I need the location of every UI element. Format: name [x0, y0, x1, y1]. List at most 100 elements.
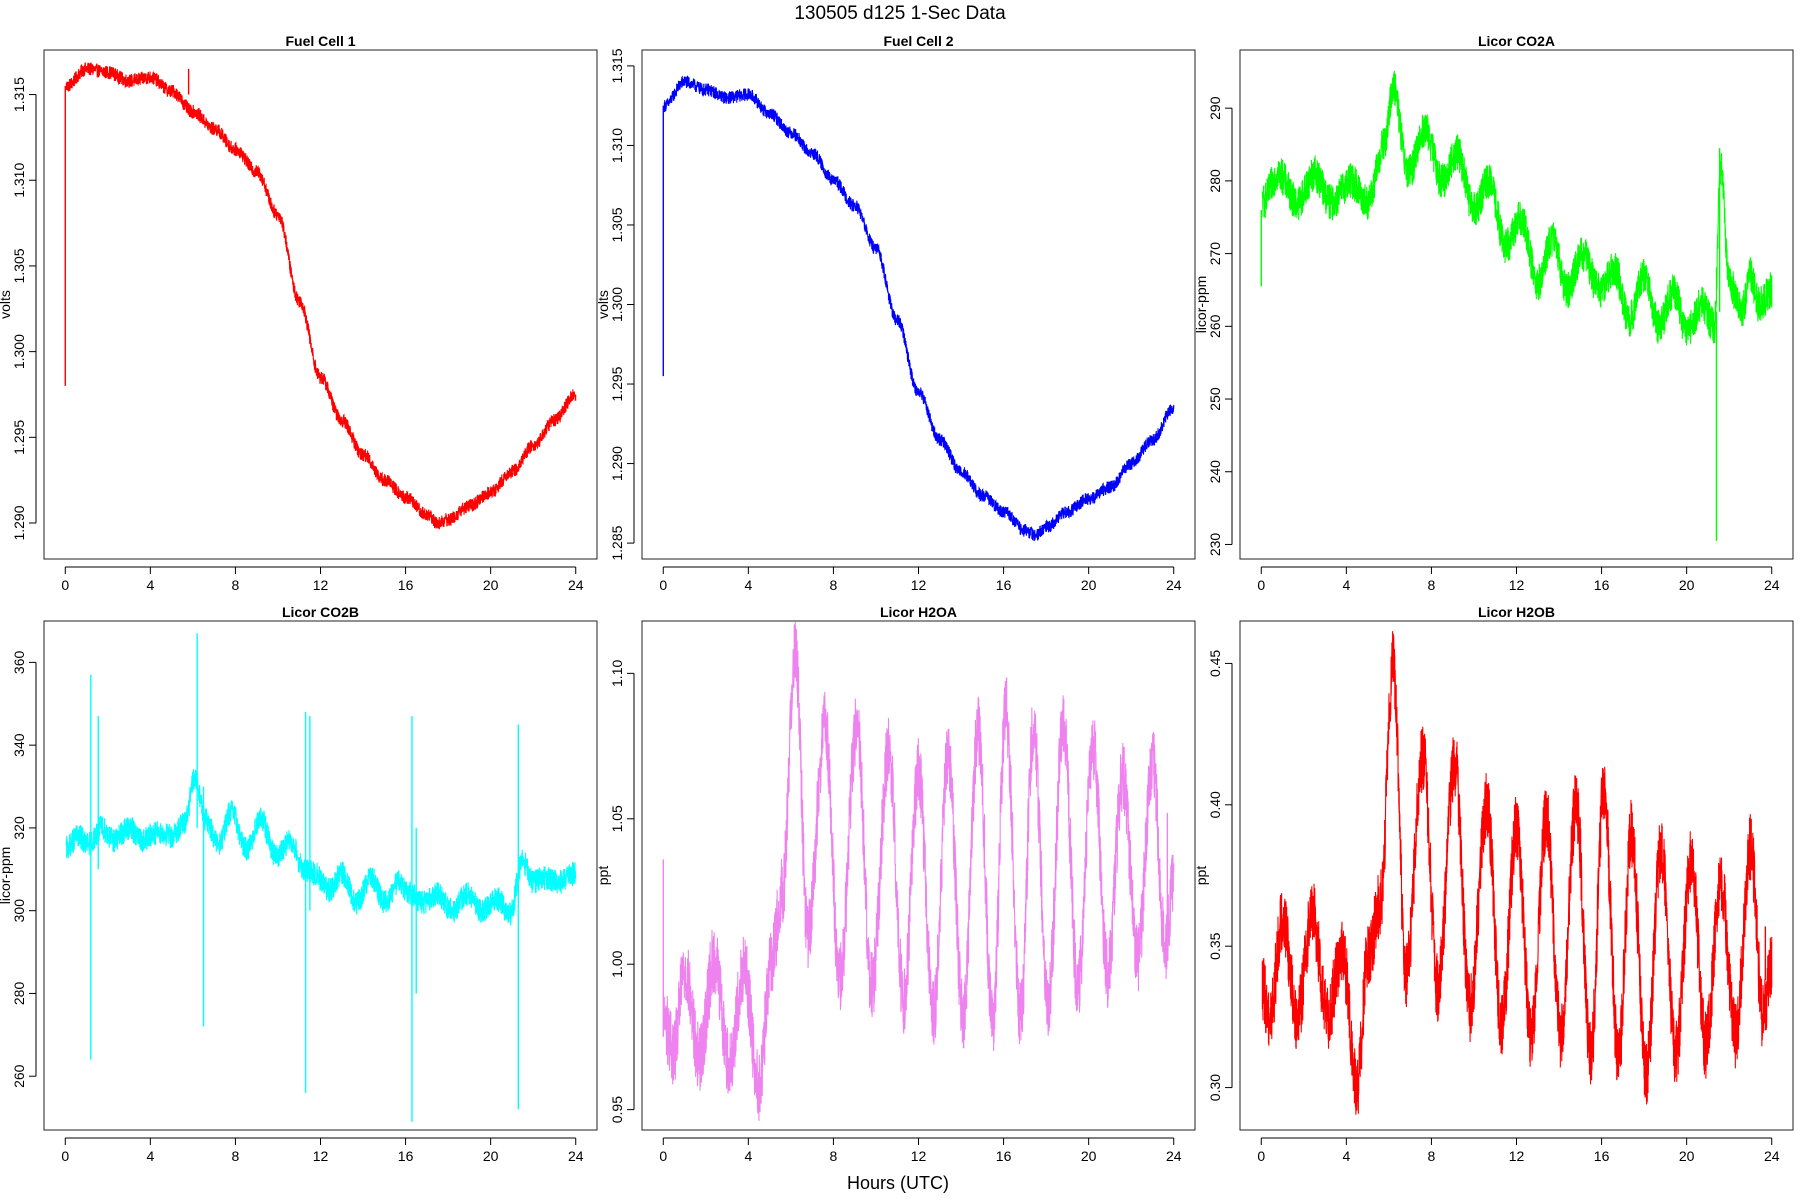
y-tick-label: 1.05 — [609, 805, 625, 832]
x-tick-label: 4 — [744, 577, 752, 593]
x-tick-label: 20 — [1679, 1148, 1695, 1164]
y-tick-label: 1.300 — [609, 287, 625, 322]
y-axis-label: volts — [0, 290, 13, 319]
y-tick-label: 1.305 — [11, 248, 27, 283]
y-tick-label: 1.315 — [11, 77, 27, 112]
x-tick-label: 8 — [1428, 577, 1436, 593]
x-tick-label: 8 — [232, 1148, 240, 1164]
x-tick-label: 12 — [911, 577, 927, 593]
series-line — [663, 75, 1175, 542]
y-tick-label: 270 — [1207, 242, 1223, 266]
y-tick-label: 360 — [11, 650, 27, 674]
y-tick-label: 260 — [11, 1064, 27, 1088]
y-tick-label: 0.35 — [1207, 932, 1223, 959]
x-tick-label: 20 — [1081, 1148, 1097, 1164]
y-tick-label: 0.40 — [1207, 791, 1223, 818]
x-tick-label: 24 — [1764, 1148, 1780, 1164]
x-tick-label: 0 — [1257, 1148, 1265, 1164]
x-tick-label: 16 — [1594, 577, 1610, 593]
y-tick-label: 280 — [1207, 169, 1223, 193]
x-tick-label: 24 — [568, 577, 584, 593]
x-tick-label: 8 — [232, 577, 240, 593]
panel-1: Fuel Cell 1 volts 0 4 8 12 16 20 24 1.290 1.295 1.3… — [0, 33, 598, 593]
plot-frame — [43, 620, 598, 1131]
x-tick-label: 20 — [1081, 577, 1097, 593]
x-tick-label: 16 — [1594, 1148, 1610, 1164]
plot-frame — [641, 49, 1196, 560]
y-tick-label: 320 — [11, 816, 27, 840]
x-tick-label: 24 — [1166, 577, 1182, 593]
plot-frame — [641, 620, 1196, 1131]
y-tick-label: 300 — [11, 899, 27, 923]
x-tick-label: 4 — [146, 577, 154, 593]
panel-4: Licor CO2B licor-ppm 0 4 8 12 16 20 24 260 280 300 3… — [0, 604, 598, 1164]
series-line — [65, 769, 577, 926]
x-tick-label: 24 — [568, 1148, 584, 1164]
x-tick-label: 8 — [830, 1148, 838, 1164]
y-tick-label: 1.305 — [609, 207, 625, 242]
panel-title: Fuel Cell 1 — [285, 33, 355, 49]
panel-title: Licor CO2B — [282, 604, 359, 620]
x-tick-label: 0 — [61, 1148, 69, 1164]
plot-frame — [1239, 620, 1794, 1131]
y-tick-label: 240 — [1207, 460, 1223, 484]
x-tick-label: 16 — [398, 577, 414, 593]
figure-x-axis-label: Hours (UTC) — [847, 1173, 949, 1193]
y-tick-label: 250 — [1207, 387, 1223, 411]
x-tick-label: 4 — [1342, 577, 1350, 593]
y-tick-label: 1.300 — [11, 334, 27, 369]
y-tick-label: 340 — [11, 733, 27, 757]
panel-5: Licor H2OA ppt 0 4 8 12 16 20 24 0.95 1.00 1.05 1.10 — [595, 604, 1196, 1164]
x-tick-label: 12 — [313, 577, 329, 593]
x-tick-label: 20 — [1679, 577, 1695, 593]
x-tick-label: 12 — [1509, 577, 1525, 593]
panel-title: Licor H2OA — [880, 604, 957, 620]
x-tick-label: 12 — [911, 1148, 927, 1164]
y-tick-label: 1.310 — [11, 163, 27, 198]
y-tick-label: 0.30 — [1207, 1074, 1223, 1101]
y-tick-label: 0.45 — [1207, 650, 1223, 677]
x-tick-label: 16 — [996, 1148, 1012, 1164]
y-axis-label: licor-ppm — [0, 847, 13, 905]
panel-2: Fuel Cell 2 volts 0 4 8 12 16 20 24 1.285 1.290 1.2… — [595, 33, 1196, 593]
series-line — [65, 62, 577, 530]
x-tick-label: 16 — [398, 1148, 414, 1164]
plot-frame — [43, 49, 598, 560]
x-tick-label: 20 — [483, 1148, 499, 1164]
x-tick-label: 20 — [483, 577, 499, 593]
y-tick-label: 1.285 — [609, 525, 625, 560]
panel-title: Fuel Cell 2 — [883, 33, 953, 49]
x-tick-label: 0 — [659, 577, 667, 593]
y-tick-label: 1.290 — [11, 505, 27, 540]
y-tick-label: 1.00 — [609, 950, 625, 977]
x-tick-label: 4 — [146, 1148, 154, 1164]
x-tick-label: 16 — [996, 577, 1012, 593]
y-axis-label: volts — [595, 290, 611, 319]
y-tick-label: 280 — [11, 982, 27, 1006]
x-tick-label: 8 — [1428, 1148, 1436, 1164]
panel-6: Licor H2OB ppt 0 4 8 12 16 20 24 0.30 0.35 0.40 0.45 — [1193, 604, 1794, 1164]
y-tick-label: 290 — [1207, 96, 1223, 120]
x-tick-label: 12 — [1509, 1148, 1525, 1164]
panel-title: Licor H2OB — [1478, 604, 1555, 620]
x-tick-label: 0 — [1257, 577, 1265, 593]
panel-title: Licor CO2A — [1478, 33, 1555, 49]
x-tick-label: 24 — [1764, 577, 1780, 593]
y-axis-label: licor-ppm — [1193, 276, 1209, 334]
y-tick-label: 1.315 — [609, 48, 625, 83]
plot-frame — [1239, 49, 1794, 560]
figure-title: 130505 d125 1-Sec Data — [794, 3, 1006, 24]
y-axis-label: ppt — [1193, 866, 1209, 886]
panel-3: Licor CO2A licor-ppm 0 4 8 12 16 20 24 230 240 250 2… — [1193, 33, 1794, 593]
y-tick-label: 1.310 — [609, 128, 625, 163]
y-tick-label: 230 — [1207, 533, 1223, 557]
series-line — [1261, 631, 1773, 1115]
x-tick-label: 0 — [659, 1148, 667, 1164]
x-tick-label: 0 — [61, 577, 69, 593]
x-tick-label: 24 — [1166, 1148, 1182, 1164]
x-tick-label: 4 — [1342, 1148, 1350, 1164]
y-tick-label: 0.95 — [609, 1096, 625, 1123]
y-axis-label: ppt — [595, 866, 611, 886]
